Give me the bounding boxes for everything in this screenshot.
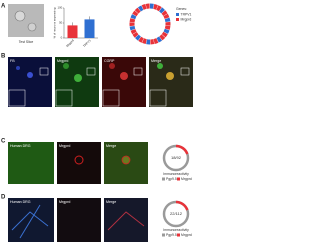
ring-segment xyxy=(130,14,137,20)
y-tick-label: 0 xyxy=(61,36,63,40)
ring-segment xyxy=(129,18,136,23)
legend-swatch xyxy=(177,233,180,237)
image-label: Human DRG xyxy=(10,144,31,148)
legend-label: TRPV1 xyxy=(181,12,192,16)
legend-swatch xyxy=(176,13,179,16)
mrgprd-image xyxy=(57,142,101,184)
ring-segment xyxy=(153,3,158,10)
legend-swatch xyxy=(162,233,165,237)
legend-label: Mrgprd xyxy=(181,177,192,181)
ring-segment xyxy=(161,10,168,17)
cell-dots xyxy=(16,63,174,82)
ring-segment xyxy=(159,34,166,41)
mrgprd-image xyxy=(55,57,99,107)
ring-segment xyxy=(163,13,170,19)
cell xyxy=(14,10,26,22)
fibers xyxy=(107,211,145,231)
legend-swatch xyxy=(177,177,180,181)
ring-caption: Immunoreactivity xyxy=(163,228,189,232)
image-label: FB xyxy=(10,59,15,63)
ring-segment xyxy=(134,7,141,14)
ring-segment xyxy=(164,17,171,23)
panel-label: D xyxy=(1,195,6,201)
image-label: Merge xyxy=(106,144,116,148)
panel-label: B xyxy=(1,54,6,60)
image-label: CGRP xyxy=(104,59,115,63)
figure: A B C D Test Slice % of neurons expressing 0 50… xyxy=(1,3,193,242)
ring-segment xyxy=(137,5,144,12)
ratio-label: 18/92 xyxy=(171,155,182,160)
y-axis-label: % of neurons expressing xyxy=(53,7,57,38)
ring-segment xyxy=(153,38,159,44)
ring-fraction xyxy=(175,144,189,155)
ring-segment xyxy=(135,34,141,41)
ring-segment xyxy=(141,4,147,10)
ring-segment xyxy=(163,28,170,34)
legend-label: Mrgprd xyxy=(181,233,192,237)
legend-label: Pgp9.5 xyxy=(166,233,177,237)
human-drg-image xyxy=(8,142,54,184)
ring-segment xyxy=(161,31,168,38)
legend-swatch xyxy=(176,18,179,21)
image-label: Human DRG xyxy=(10,200,31,204)
ring-segment xyxy=(164,25,171,30)
ring-segment xyxy=(138,36,144,43)
cell xyxy=(74,155,84,165)
ring-segment xyxy=(156,36,163,43)
ring-segment xyxy=(132,31,139,38)
ring-segment xyxy=(130,29,137,35)
ring-segment xyxy=(132,10,139,17)
cell xyxy=(27,22,37,32)
y-tick-label: 100 xyxy=(58,6,63,10)
page: {"panel_a":{"label":"A","image_caption":… xyxy=(1,3,193,242)
panel-label: C xyxy=(1,139,6,145)
legend-swatch xyxy=(162,177,165,181)
micrograph xyxy=(8,4,44,37)
image-label: Mrgprd xyxy=(57,59,68,63)
ring-segment xyxy=(129,25,136,31)
legend-title: Genes: xyxy=(176,7,187,11)
inset-boxes xyxy=(8,67,190,107)
x-tick-label: Mrgprd xyxy=(65,38,75,48)
legend-label: Mrgprd xyxy=(181,17,192,21)
fibers xyxy=(11,204,49,239)
merge-image xyxy=(104,198,148,242)
y-tick-label: 50 xyxy=(59,21,63,25)
fb-image xyxy=(8,57,52,107)
image-label: Mrgprd xyxy=(59,200,70,204)
ring-segment xyxy=(156,5,162,12)
ratio-label: 22/112 xyxy=(170,211,183,216)
mrgprd-image xyxy=(57,198,101,242)
image-label: Mrgprd xyxy=(59,144,70,148)
bar xyxy=(84,19,95,38)
merge-image xyxy=(149,57,193,107)
image-label: Merge xyxy=(106,200,116,204)
cgrp-image xyxy=(102,57,146,107)
image-label: Merge xyxy=(151,59,161,63)
ring-segment xyxy=(159,7,165,14)
x-tick-label: TRPV1 xyxy=(82,38,92,48)
bar xyxy=(67,25,78,38)
ring-segment xyxy=(142,38,147,45)
ring-fraction xyxy=(175,200,189,211)
legend-label: Pgp9.5 xyxy=(166,177,177,181)
panel-label: A xyxy=(1,4,6,10)
ring-caption: Immunoreactivity xyxy=(163,172,189,176)
cell xyxy=(121,155,131,165)
image-caption: Test Slice xyxy=(19,40,34,44)
